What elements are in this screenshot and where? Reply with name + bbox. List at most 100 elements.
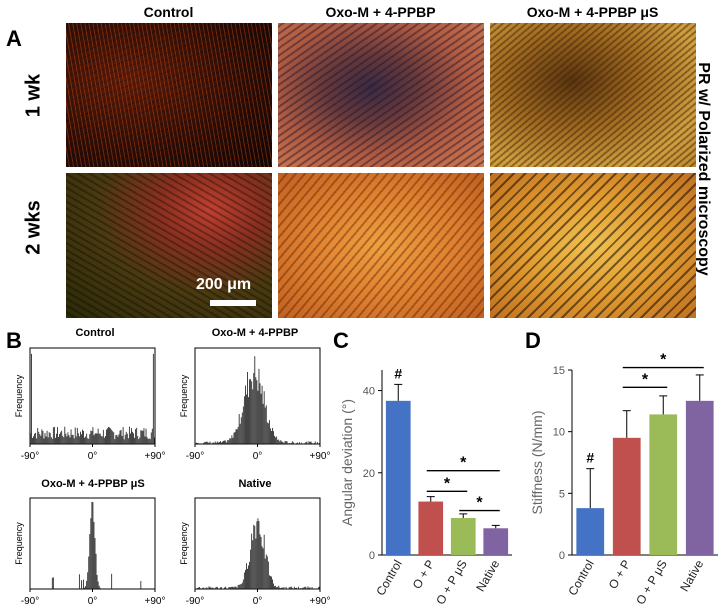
hist-bar — [290, 586, 292, 589]
hist-bar — [285, 441, 287, 444]
hist-bar — [318, 586, 320, 589]
hist-bar — [91, 502, 93, 589]
panel-letter-a: A — [6, 26, 22, 51]
hist-bar — [295, 588, 296, 589]
hist-bar — [73, 438, 75, 444]
hist-bar — [292, 442, 294, 444]
bar-0 — [576, 508, 605, 555]
hist-bar — [75, 436, 77, 444]
bar-1 — [418, 501, 444, 555]
hist-bar — [203, 587, 205, 589]
hist-bar — [248, 565, 249, 589]
hist-bar — [304, 443, 306, 444]
hist-bar — [46, 430, 48, 444]
hist-bar — [89, 534, 91, 589]
hist-bar — [103, 437, 105, 444]
hist-bar — [220, 587, 221, 589]
hist-bar — [305, 442, 307, 444]
hist-xtick-label: +90° — [310, 596, 330, 607]
hist-bar — [44, 432, 46, 444]
significance-star: * — [444, 475, 451, 492]
category-label: Native — [473, 557, 502, 594]
hist-bar — [204, 441, 206, 444]
side-label-method: PR w/ Polarized microscopy — [695, 62, 712, 276]
hist-bar — [92, 427, 94, 444]
hist-bar — [143, 428, 145, 444]
hist-bar — [278, 585, 280, 589]
hist-bar — [87, 572, 89, 589]
hist-bar — [90, 430, 92, 444]
hist-bar — [274, 435, 276, 444]
hist-bar — [289, 587, 291, 589]
hist-bar — [299, 442, 301, 444]
hist-bar — [74, 427, 76, 444]
y-axis-label: Angular deviation (°) — [339, 399, 355, 526]
hist-bar — [199, 587, 201, 589]
hist-bar — [198, 443, 199, 444]
hist-bar — [256, 380, 258, 444]
hist-bar — [263, 391, 265, 444]
hist-bar — [238, 584, 240, 589]
hist-bar — [248, 397, 249, 444]
hist-bar — [228, 440, 230, 444]
hist-bar — [208, 586, 210, 589]
hist-bar — [31, 353, 32, 444]
hist-bar — [262, 548, 264, 589]
hist-bar — [309, 587, 311, 589]
hist-xtick-label: -90° — [186, 596, 204, 607]
histogram-native: Frequency -90° 0° +90° — [179, 497, 330, 607]
hist-bar — [273, 431, 274, 444]
hist-bar — [245, 569, 246, 589]
hist-bar — [309, 441, 311, 444]
hist-bar — [311, 586, 313, 589]
hist-bar — [110, 428, 112, 444]
hist-bar — [271, 576, 272, 589]
bar-1 — [612, 437, 641, 555]
hist-bar — [288, 587, 290, 589]
hist-bar — [226, 588, 228, 589]
hist-bar — [279, 587, 281, 589]
hist-bar — [99, 433, 101, 444]
hist-bar — [250, 379, 252, 444]
hist-bar — [195, 588, 196, 589]
hist-bar — [277, 586, 279, 589]
hist-bar — [283, 587, 285, 589]
hist-bar — [111, 573, 113, 589]
hist-bar — [241, 582, 243, 589]
hist-bar — [126, 433, 128, 444]
hist-bar — [132, 431, 133, 444]
hist-bar — [216, 441, 218, 444]
hist-bar — [42, 430, 44, 444]
hist-bar — [306, 588, 308, 589]
hist-bar — [317, 587, 319, 589]
hist-xtick-label: -90° — [186, 451, 204, 462]
hist-bar — [268, 420, 270, 444]
hist-bar — [87, 438, 89, 444]
hist-bar — [106, 429, 107, 444]
hist-bar — [283, 443, 285, 444]
hist-bar — [230, 587, 232, 589]
hist-bar — [69, 437, 71, 444]
hist-bar — [147, 438, 149, 444]
column-header-oxo-us: Oxo-M + 4-PPBP μS — [526, 4, 659, 20]
hist-xtick-label: 0° — [88, 596, 98, 607]
hist-bar — [33, 436, 34, 444]
hist-bar — [279, 441, 281, 444]
hist-bar — [255, 377, 257, 444]
hist-bar — [88, 556, 90, 589]
hist-bar — [95, 553, 97, 589]
hist-bar — [221, 442, 222, 444]
hist-bar — [233, 432, 235, 444]
hist-bar — [271, 430, 272, 444]
hist-bar — [314, 441, 316, 444]
hist-bar — [61, 430, 63, 444]
hist-bar — [214, 587, 216, 589]
hist-bar — [281, 441, 283, 444]
hist-bar — [209, 441, 211, 444]
hist-bar — [59, 434, 61, 444]
hist-bar — [221, 587, 222, 589]
hist-bar — [301, 588, 303, 589]
hist-bar — [197, 587, 198, 589]
hist-bar — [218, 588, 220, 589]
hist-xtick-label: +90° — [145, 596, 165, 607]
